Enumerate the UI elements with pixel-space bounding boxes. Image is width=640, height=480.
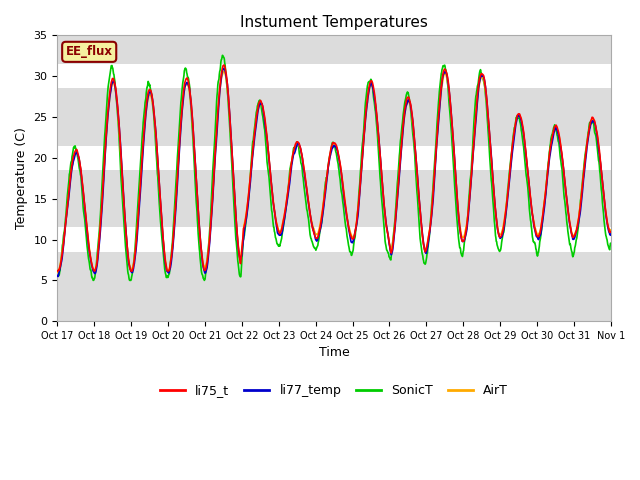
X-axis label: Time: Time — [319, 347, 349, 360]
Text: EE_flux: EE_flux — [66, 45, 113, 59]
Title: Instument Temperatures: Instument Temperatures — [240, 15, 428, 30]
Bar — [58, 145, 611, 170]
Bar — [58, 228, 611, 252]
Bar — [58, 64, 611, 88]
Y-axis label: Temperature (C): Temperature (C) — [15, 127, 28, 229]
Legend: li75_t, li77_temp, SonicT, AirT: li75_t, li77_temp, SonicT, AirT — [156, 379, 513, 402]
